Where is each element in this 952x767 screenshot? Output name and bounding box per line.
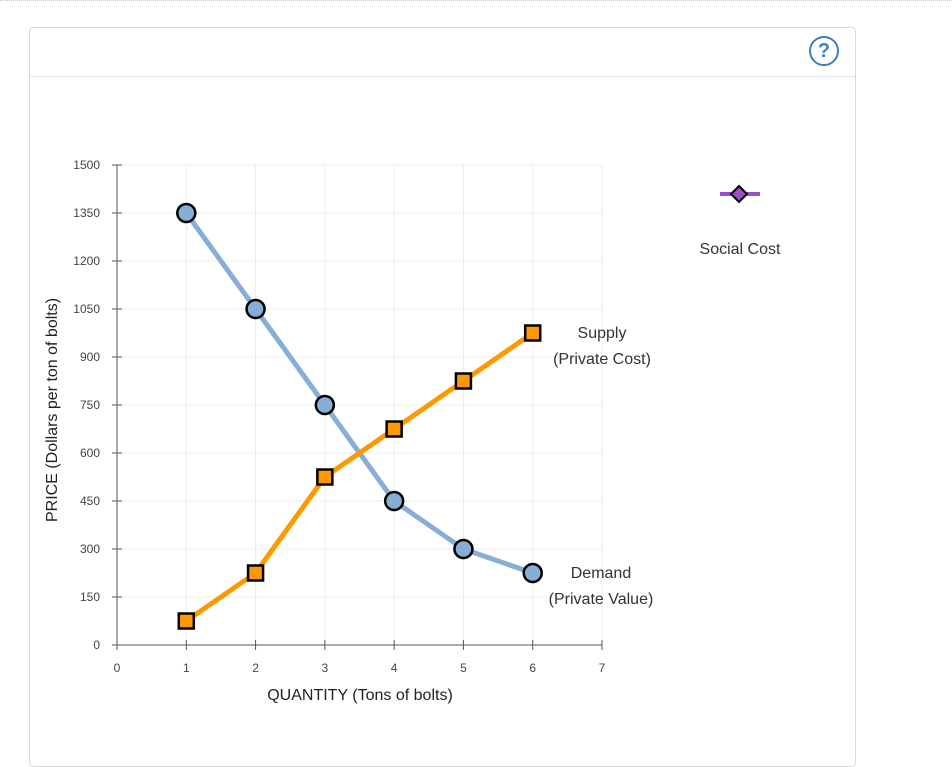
x-tick-label: 1 (183, 661, 190, 675)
y-tick-label: 150 (80, 590, 100, 604)
supply-point (246, 564, 265, 582)
x-tick-label: 4 (391, 661, 398, 675)
y-tick-label: 0 (93, 638, 100, 652)
supply-line (184, 330, 535, 624)
x-tick-label: 7 (599, 661, 606, 675)
y-tick-label: 750 (80, 398, 100, 412)
x-tick-label: 0 (114, 661, 121, 675)
x-axis-title: QUANTITY (Tons of bolts) (267, 687, 453, 704)
chart-axes: 0 150 300 450 600 750 900 1050 1200 1350 1500 0 1 2 3 4… (73, 158, 605, 675)
demand-label-line2: (Private Value) (549, 591, 654, 608)
x-tick-label: 3 (322, 661, 329, 675)
supply-point (316, 468, 334, 486)
demand-line (184, 211, 534, 576)
chart-canvas: 0 150 300 450 600 750 900 1050 1200 1350 1500 0 1 2 3 4… (44, 158, 781, 704)
x-tick-label: 6 (529, 661, 536, 675)
y-tick-label: 1050 (73, 302, 100, 316)
y-tick-label: 450 (80, 494, 100, 508)
chart-series (176, 202, 543, 630)
demand-point (453, 538, 474, 560)
y-tick-label: 1200 (73, 254, 100, 268)
y-tick-label: 300 (80, 542, 100, 556)
supply-label-line2: (Private Cost) (553, 351, 651, 368)
social-cost-diamond-icon (729, 184, 749, 204)
panel-header: ? (30, 28, 855, 77)
demand-label-line1: Demand (571, 565, 631, 582)
supply-point (523, 324, 542, 342)
supply-point (385, 420, 403, 438)
x-tick-label: 5 (460, 661, 467, 675)
top-divider (0, 0, 952, 3)
help-icon[interactable]: ? (809, 36, 839, 66)
supply-point (177, 612, 196, 630)
x-tick-label: 2 (252, 661, 259, 675)
demand-point (522, 562, 543, 584)
y-tick-label: 1500 (73, 158, 100, 172)
demand-point (176, 202, 197, 224)
y-tick-label: 900 (80, 350, 100, 364)
social-cost-legend[interactable] (720, 184, 760, 204)
social-cost-label: Social Cost (700, 241, 781, 258)
supply-point (454, 372, 473, 390)
y-axis-title: PRICE (Dollars per ton of bolts) (44, 298, 61, 522)
demand-point (245, 298, 266, 320)
demand-point (314, 394, 336, 416)
y-tick-label: 600 (80, 446, 100, 460)
supply-label-line1: Supply (578, 325, 627, 342)
demand-point (383, 490, 405, 512)
y-tick-label: 1350 (73, 206, 100, 220)
